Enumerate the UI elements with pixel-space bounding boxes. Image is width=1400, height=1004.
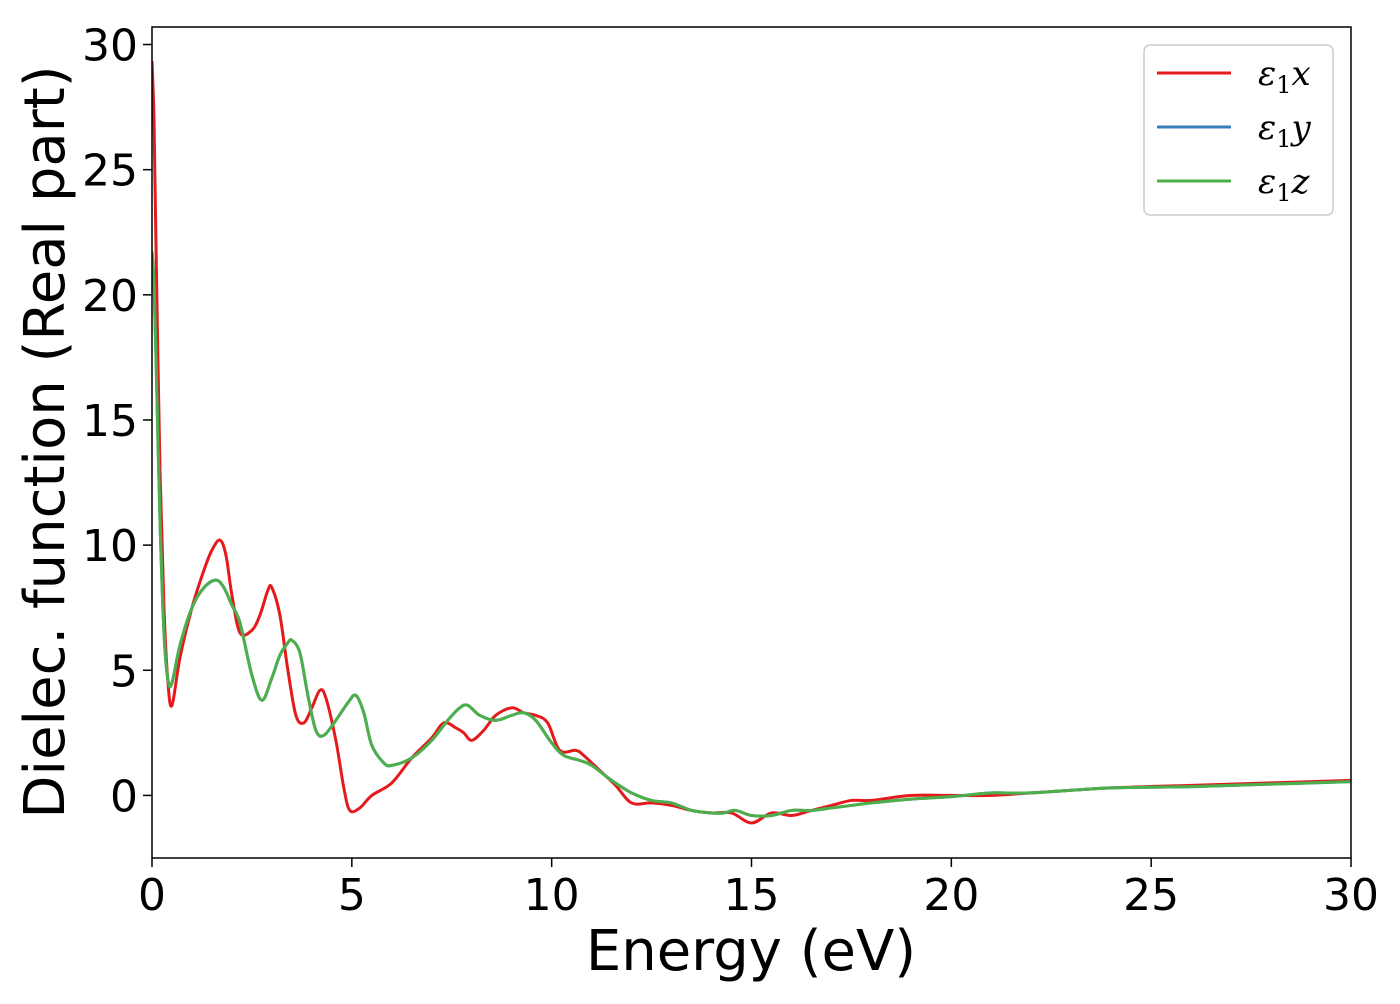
y-tick-label: 20 xyxy=(82,271,138,322)
x-tick-label: 10 xyxy=(524,870,580,921)
legend: ε1x ε1y ε1z xyxy=(1143,44,1334,216)
x-tick-label: 20 xyxy=(923,870,979,921)
x-tick-label: 15 xyxy=(724,870,780,921)
series-line-y xyxy=(152,250,1351,818)
x-axis-label: Energy (eV) xyxy=(586,919,916,984)
series-line-z xyxy=(152,250,1351,818)
series-line-x xyxy=(152,60,1351,825)
y-tick-label: 15 xyxy=(82,396,138,447)
x-tick-label: 5 xyxy=(338,870,366,921)
y-axis-label: Dielec. function (Real part) xyxy=(13,65,78,818)
x-tick-label: 25 xyxy=(1123,870,1179,921)
legend-label-x: ε1x xyxy=(1258,54,1311,99)
y-tick-label: 30 xyxy=(82,21,138,72)
x-axis: 0 5 10 15 20 25 30 xyxy=(138,858,1379,921)
y-tick-label: 0 xyxy=(110,771,138,822)
legend-label-z: ε1z xyxy=(1258,162,1311,207)
y-tick-label: 10 xyxy=(82,521,138,572)
x-tick-label: 0 xyxy=(138,870,166,921)
legend-box xyxy=(1143,44,1334,216)
x-tick-label: 30 xyxy=(1323,870,1379,921)
y-axis: 0 5 10 15 20 25 30 xyxy=(82,21,152,822)
legend-label-y: ε1y xyxy=(1258,108,1312,153)
y-tick-label: 5 xyxy=(110,646,138,697)
series-layer xyxy=(152,60,1351,825)
y-tick-label: 25 xyxy=(82,146,138,197)
